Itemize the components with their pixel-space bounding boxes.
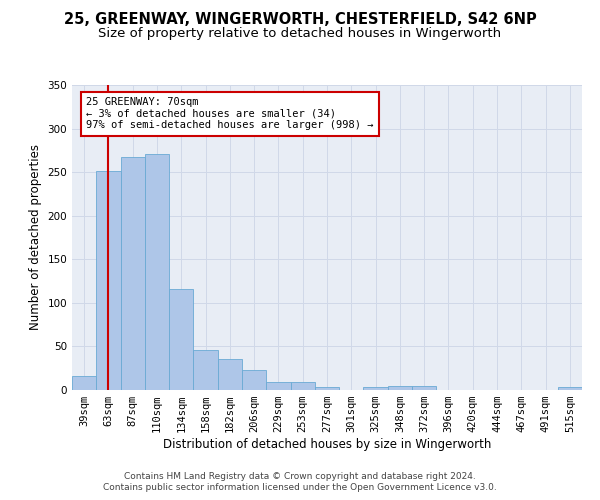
Bar <box>121 158 145 390</box>
Bar <box>72 376 96 390</box>
Bar <box>193 350 218 390</box>
Bar <box>290 382 315 390</box>
X-axis label: Distribution of detached houses by size in Wingerworth: Distribution of detached houses by size … <box>163 438 491 451</box>
Text: 25, GREENWAY, WINGERWORTH, CHESTERFIELD, S42 6NP: 25, GREENWAY, WINGERWORTH, CHESTERFIELD,… <box>64 12 536 28</box>
Bar <box>242 370 266 390</box>
Bar <box>169 289 193 390</box>
Bar <box>315 388 339 390</box>
Text: Contains public sector information licensed under the Open Government Licence v3: Contains public sector information licen… <box>103 484 497 492</box>
Bar <box>145 154 169 390</box>
Text: Size of property relative to detached houses in Wingerworth: Size of property relative to detached ho… <box>98 28 502 40</box>
Text: 25 GREENWAY: 70sqm
← 3% of detached houses are smaller (34)
97% of semi-detached: 25 GREENWAY: 70sqm ← 3% of detached hous… <box>86 97 374 130</box>
Bar <box>266 382 290 390</box>
Bar <box>218 358 242 390</box>
Y-axis label: Number of detached properties: Number of detached properties <box>29 144 42 330</box>
Bar <box>558 388 582 390</box>
Bar <box>388 386 412 390</box>
Text: Contains HM Land Registry data © Crown copyright and database right 2024.: Contains HM Land Registry data © Crown c… <box>124 472 476 481</box>
Bar <box>364 386 388 390</box>
Bar <box>96 172 121 390</box>
Bar <box>412 386 436 390</box>
